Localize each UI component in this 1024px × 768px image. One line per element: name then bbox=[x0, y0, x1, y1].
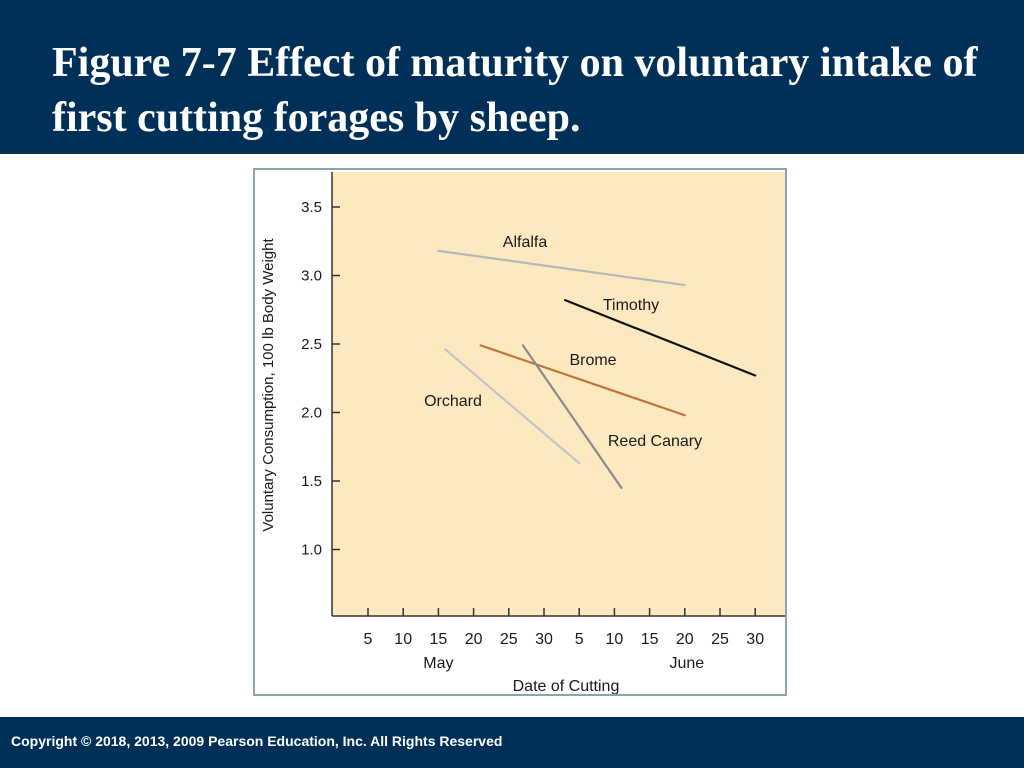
x-axis-ticks: 5 10 15 20 25 30 5 10 15 20 25 30 bbox=[364, 608, 764, 648]
x-month-label-may: May bbox=[423, 655, 453, 672]
x-tick-label: 5 bbox=[575, 631, 584, 648]
title-banner: Figure 7-7 Effect of maturity on volunta… bbox=[0, 0, 1024, 154]
x-tick-label: 10 bbox=[394, 631, 412, 648]
x-tick-label: 25 bbox=[500, 631, 518, 648]
series-label-timothy: Timothy bbox=[603, 297, 659, 314]
series-lines bbox=[437, 249, 757, 489]
y-tick-label: 3.0 bbox=[301, 268, 322, 285]
series-label-alfalfa: Alfalfa bbox=[503, 234, 548, 251]
x-month-label-june: June bbox=[669, 655, 704, 672]
copyright-text: Copyright © 2018, 2013, 2009 Pearson Edu… bbox=[11, 733, 503, 749]
y-tick-label: 1.0 bbox=[301, 542, 322, 559]
y-tick-label: 1.5 bbox=[301, 473, 322, 490]
series-line-timothy bbox=[564, 299, 757, 377]
series-line-reed-canary bbox=[521, 344, 623, 489]
x-tick-label: 10 bbox=[606, 631, 624, 648]
y-tick-label: 2.5 bbox=[301, 336, 322, 353]
y-axis-title: Voluntary Consumption, 100 lb Body Weigh… bbox=[260, 238, 277, 532]
x-tick-label: 30 bbox=[746, 631, 764, 648]
series-label-orchard: Orchard bbox=[424, 393, 482, 410]
plot-background bbox=[332, 172, 785, 616]
x-tick-label: 20 bbox=[676, 631, 694, 648]
y-axis-ticks: 1.0 1.5 2.0 2.5 3.0 3.5 bbox=[301, 199, 340, 559]
series-label-reed-canary: Reed Canary bbox=[608, 433, 702, 450]
y-tick-label: 2.0 bbox=[301, 405, 322, 422]
series-line-orchard bbox=[444, 348, 581, 465]
series-line-brome bbox=[479, 344, 686, 417]
series-line-alfalfa bbox=[437, 249, 686, 287]
x-tick-label: 15 bbox=[641, 631, 659, 648]
x-axis-title: Date of Cutting bbox=[513, 678, 620, 694]
x-tick-label: 25 bbox=[711, 631, 729, 648]
chart-svg: 1.0 1.5 2.0 2.5 3.0 3.5 5 10 15 20 25 30 5 10 15 20 25 3… bbox=[260, 172, 785, 694]
series-label-brome: Brome bbox=[569, 352, 616, 369]
x-tick-label: 15 bbox=[430, 631, 448, 648]
series-labels: Alfalfa Timothy Brome Reed Canary Orchard bbox=[424, 234, 702, 450]
chart-figure: 1.0 1.5 2.0 2.5 3.0 3.5 5 10 15 20 25 30 5 10 15 20 25 3… bbox=[253, 168, 787, 696]
y-tick-label: 3.5 bbox=[301, 199, 322, 216]
x-tick-label: 20 bbox=[465, 631, 483, 648]
footer-bar: Copyright © 2018, 2013, 2009 Pearson Edu… bbox=[0, 717, 1024, 768]
slide-title: Figure 7-7 Effect of maturity on volunta… bbox=[52, 40, 978, 141]
x-tick-label: 5 bbox=[364, 631, 373, 648]
x-tick-label: 30 bbox=[535, 631, 553, 648]
